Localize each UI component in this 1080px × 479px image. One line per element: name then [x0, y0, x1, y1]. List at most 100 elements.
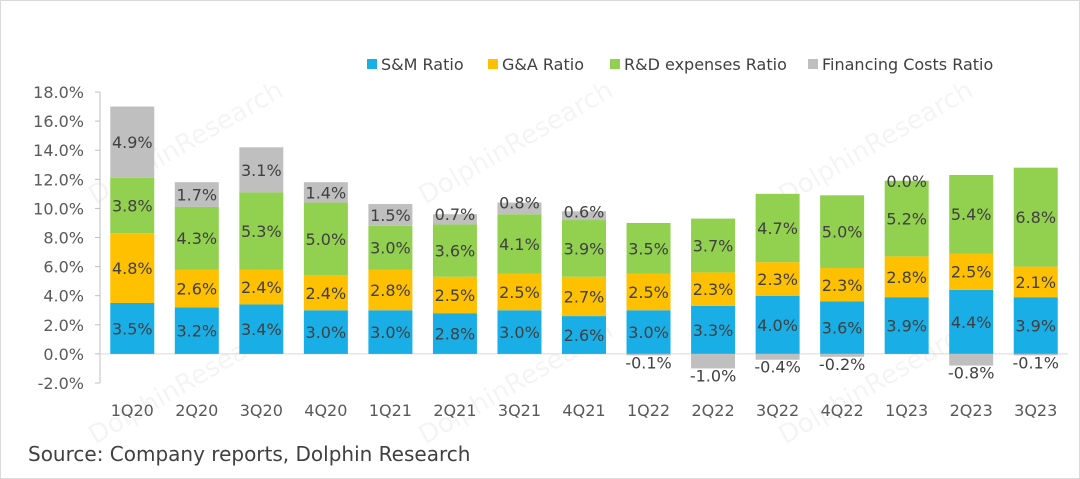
data-label: 4.9%: [112, 133, 153, 152]
x-tick-label: 3Q21: [498, 401, 541, 420]
data-label: 2.4%: [241, 278, 282, 297]
data-label: 1.7%: [176, 186, 217, 205]
bar-segment: [755, 295, 800, 354]
data-label: 0.6%: [564, 202, 605, 221]
legend-label: G&A Ratio: [502, 55, 584, 74]
legend-label: Financing Costs Ratio: [822, 55, 993, 74]
bar-segment: [755, 262, 800, 296]
bar-segment: [755, 353, 800, 360]
x-tick-label: 1Q21: [369, 401, 412, 420]
y-tick-label: 18.0%: [33, 83, 84, 102]
y-tick-label: 12.0%: [33, 170, 84, 189]
data-label: 2.3%: [693, 280, 734, 299]
data-label: 4.1%: [499, 235, 540, 254]
data-label: 4.7%: [757, 219, 798, 238]
data-label: 3.5%: [112, 319, 153, 338]
bar-segment: [368, 310, 413, 354]
data-label: 3.8%: [112, 196, 153, 215]
legend: S&M Ratio G&A Ratio R&D expenses Ratio Fina…: [367, 55, 993, 74]
bar-segment: [368, 225, 413, 270]
y-tick-label: 14.0%: [33, 141, 84, 160]
x-tick-label: 3Q23: [1014, 401, 1057, 420]
data-label: -0.2%: [819, 355, 865, 374]
data-label: 4.8%: [112, 259, 153, 278]
data-label: 5.4%: [951, 205, 992, 224]
data-label: 3.1%: [241, 161, 282, 180]
legend-swatch: [488, 59, 498, 69]
bar-segment: [884, 297, 929, 354]
bar-segment: [174, 269, 219, 308]
data-label: 2.5%: [499, 283, 540, 302]
data-label: 1.5%: [370, 206, 411, 225]
bar-segment: [239, 304, 284, 354]
data-label: 4.4%: [951, 313, 992, 332]
x-tick-label: 2Q22: [691, 401, 734, 420]
bar-segment: [110, 302, 155, 354]
data-label: 3.0%: [628, 323, 669, 342]
bars-layer: [110, 106, 1058, 369]
data-label: 2.3%: [822, 276, 863, 295]
bar-segment: [626, 273, 671, 311]
bar-segment: [174, 182, 219, 207]
data-label: -0.1%: [625, 353, 671, 372]
bar-segment: [239, 192, 284, 270]
bar-segment: [691, 272, 736, 306]
bar-segment: [303, 275, 348, 311]
data-labels-layer: 3.5% 4.8% 3.8% 4.9% 3.2% 2.6% 4.3% 1.7% 3.4% 2.4%…: [112, 133, 1059, 385]
data-label: 4.0%: [757, 316, 798, 335]
data-label: 5.0%: [306, 230, 347, 249]
data-label: 1.4%: [306, 183, 347, 202]
bar-segment: [691, 218, 736, 273]
x-tick-label: 3Q22: [756, 401, 799, 420]
legend-label: S&M Ratio: [381, 55, 464, 74]
x-tick-label: 2Q23: [950, 401, 993, 420]
data-label: 3.5%: [628, 239, 669, 258]
data-label: 3.6%: [435, 242, 476, 261]
data-label: 3.9%: [1015, 317, 1056, 336]
data-label: 0.7%: [435, 205, 476, 224]
bar-segment: [303, 182, 348, 203]
data-label: 3.7%: [693, 237, 734, 256]
bar-segment: [691, 305, 736, 354]
bar-segment: [110, 233, 155, 303]
y-tick-label: 8.0%: [43, 229, 84, 248]
data-label: 5.2%: [886, 210, 927, 229]
bar-segment: [1013, 167, 1058, 267]
y-axis: -2.0% 0.0% 2.0% 4.0% 6.0% 8.0% 10.0% 12.0% 14.0%…: [33, 83, 1068, 393]
data-label: 0.0%: [886, 172, 927, 191]
data-label: 2.5%: [628, 283, 669, 302]
x-tick-label: 2Q20: [175, 401, 218, 420]
bar-segment: [820, 195, 865, 269]
x-axis-ticks: 1Q20 2Q20 3Q20 4Q20 1Q21 2Q21 3Q21 4Q21 1Q22 2Q22…: [111, 401, 1058, 420]
data-label: 3.0%: [306, 323, 347, 342]
bar-segment: [1013, 297, 1058, 354]
bar-segment: [239, 147, 284, 193]
bar-segment: [432, 276, 477, 314]
bar-segment: [1013, 353, 1058, 356]
bar-segment: [562, 220, 606, 277]
bar-segment: [110, 106, 155, 178]
source-note: Source: Company reports, Dolphin Researc…: [28, 442, 471, 466]
watermark-logo: DolphinResearch: [774, 75, 979, 211]
legend-swatch: [610, 59, 620, 69]
data-label: -0.8%: [948, 364, 994, 383]
bar-segment: [691, 353, 736, 369]
data-label: 3.0%: [370, 323, 411, 342]
bar-segment: [562, 276, 606, 317]
bar-segment: [949, 353, 994, 366]
data-label: 2.8%: [886, 268, 927, 287]
bar-segment: [626, 222, 671, 274]
data-label: 2.4%: [306, 284, 347, 303]
bar-segment: [497, 214, 542, 274]
data-label: 3.6%: [822, 319, 863, 338]
legend-label: R&D expenses Ratio: [624, 55, 787, 74]
bar-segment: [820, 268, 865, 302]
data-label: 3.4%: [241, 320, 282, 339]
bar-segment: [303, 310, 348, 354]
y-tick-label: 16.0%: [33, 112, 84, 131]
data-label: 2.6%: [176, 279, 217, 298]
bar-segment: [497, 273, 542, 311]
bar-segment: [626, 310, 671, 354]
data-label: 3.0%: [370, 239, 411, 258]
bar-segment: [562, 211, 606, 221]
